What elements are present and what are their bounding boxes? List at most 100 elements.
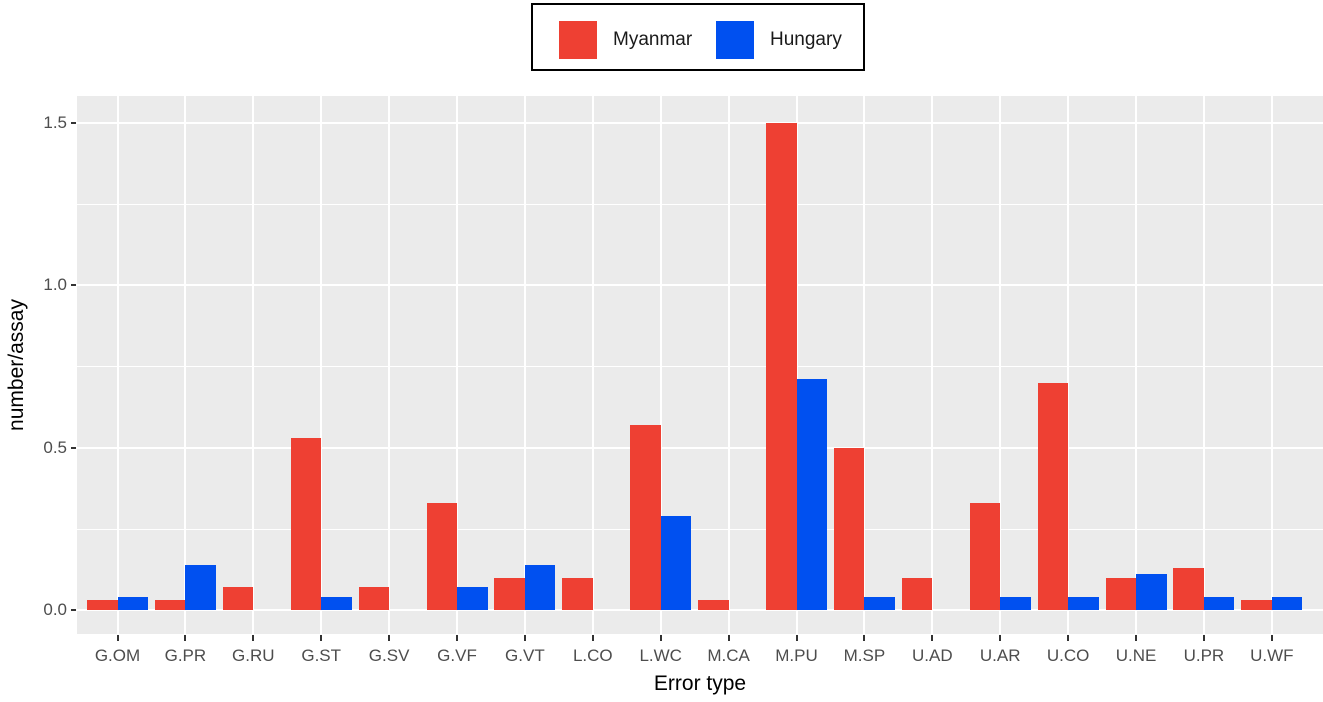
x-tick-label: U.WF	[1250, 646, 1294, 665]
bar-hungary-u-co	[1068, 597, 1099, 610]
vertical-gridline	[659, 96, 662, 634]
bar-myanmar-g-pr	[154, 600, 186, 610]
vertical-gridline	[795, 96, 798, 634]
vertical-gridline	[591, 96, 594, 634]
x-tick	[727, 635, 730, 641]
chart-legend: Myanmar Hungary	[531, 3, 865, 71]
y-tick-label: 1.5	[43, 112, 67, 132]
bar-myanmar-u-ne	[1105, 577, 1136, 610]
bar-myanmar-g-om	[87, 600, 118, 610]
bar-myanmar-g-sv	[358, 587, 390, 610]
x-tick-label: U.PR	[1183, 646, 1225, 665]
x-tick-label: U.AR	[979, 646, 1021, 665]
bar-hungary-u-wf	[1271, 597, 1303, 610]
bar-myanmar-u-pr	[1173, 567, 1204, 610]
bar-hungary-g-vf	[457, 587, 488, 610]
bar-myanmar-m-ca	[698, 600, 729, 610]
x-tick-label: U.CO	[1046, 646, 1090, 665]
bar-myanmar-l-wc	[630, 424, 661, 610]
bar-hungary-m-sp	[864, 597, 895, 610]
x-tick	[184, 635, 187, 641]
x-tick	[1067, 635, 1070, 641]
bar-myanmar-u-ar	[969, 502, 1001, 610]
legend-swatch-hungary	[716, 21, 754, 59]
legend-label-hungary: Hungary	[770, 29, 842, 50]
x-tick-label: L.WC	[639, 646, 682, 665]
x-tick-label: U.AD	[911, 646, 953, 665]
legend-label-myanmar: Myanmar	[613, 29, 693, 50]
x-tick	[388, 635, 391, 641]
bar-myanmar-g-ru	[222, 587, 254, 610]
x-axis-title: Error type	[653, 672, 747, 695]
vertical-gridline	[184, 96, 187, 634]
bar-myanmar-u-co	[1037, 382, 1069, 610]
bar-myanmar-m-pu	[766, 122, 797, 610]
x-tick-label: G.OM	[94, 646, 141, 665]
vertical-gridline	[456, 96, 458, 634]
vertical-gridline	[1202, 96, 1205, 634]
bar-myanmar-m-sp	[833, 447, 865, 610]
x-tick-label: G.PR	[164, 646, 207, 665]
x-tick-label: G.VT	[505, 646, 545, 665]
x-tick	[863, 635, 866, 641]
x-tick	[456, 635, 458, 641]
bar-hungary-l-wc	[660, 515, 692, 610]
minor-gridline	[77, 528, 1323, 530]
bar-myanmar-u-ad	[901, 577, 933, 610]
vertical-gridline	[1135, 96, 1137, 634]
major-gridline	[77, 121, 1323, 124]
bar-myanmar-l-co	[562, 577, 593, 610]
bar-myanmar-g-st	[290, 437, 322, 610]
vertical-gridline	[1067, 96, 1070, 634]
major-gridline	[77, 446, 1323, 449]
bar-hungary-g-vt	[524, 564, 556, 610]
x-tick-label: G.VF	[437, 646, 477, 665]
minor-gridline	[77, 203, 1323, 205]
bar-hungary-u-ar	[1000, 597, 1031, 610]
y-tick	[71, 446, 76, 449]
legend-swatch-myanmar	[559, 21, 597, 59]
y-tick-label: 1.0	[43, 275, 67, 294]
x-tick-label: M.PU	[775, 646, 818, 665]
legend-item-myanmar: Myanmar	[559, 21, 692, 59]
x-tick	[1270, 635, 1273, 641]
x-tick-label: M.CA	[707, 646, 750, 665]
bar-hungary-u-ne	[1136, 574, 1167, 610]
vertical-gridline	[252, 96, 255, 634]
minor-gridline	[77, 366, 1323, 368]
x-tick	[659, 635, 662, 641]
y-tick	[71, 284, 76, 286]
bar-hungary-m-pu	[796, 379, 827, 610]
x-tick	[116, 635, 119, 641]
vertical-gridline	[863, 96, 866, 634]
x-tick	[591, 635, 594, 641]
vertical-gridline	[1270, 96, 1273, 634]
x-tick-label: L.CO	[572, 646, 613, 665]
x-tick	[795, 635, 798, 641]
bar-hungary-u-pr	[1203, 597, 1235, 610]
x-tick	[999, 635, 1002, 641]
y-tick-label: 0.5	[43, 437, 67, 457]
x-tick-label: G.RU	[232, 646, 275, 665]
x-tick	[320, 635, 323, 641]
x-tick	[1135, 635, 1137, 641]
y-tick-label: 0.0	[43, 600, 67, 619]
plot-panel	[77, 96, 1323, 634]
x-tick	[1202, 635, 1205, 641]
legend-item-hungary: Hungary	[716, 21, 842, 59]
bar-hungary-g-pr	[185, 564, 216, 610]
vertical-gridline	[388, 96, 391, 634]
bar-myanmar-g-vt	[494, 577, 525, 610]
x-tick	[252, 635, 255, 641]
x-tick-label: G.ST	[301, 646, 342, 665]
vertical-gridline	[999, 96, 1002, 634]
x-axis-title-row: Error type	[0, 672, 1323, 696]
x-tick	[931, 635, 934, 641]
x-tick	[523, 635, 526, 641]
bar-hungary-g-st	[321, 597, 352, 610]
y-tick	[71, 609, 76, 611]
vertical-gridline	[116, 96, 119, 634]
x-tick-label: G.SV	[368, 646, 410, 665]
bar-hungary-g-om	[117, 597, 148, 610]
major-gridline	[77, 609, 1323, 611]
